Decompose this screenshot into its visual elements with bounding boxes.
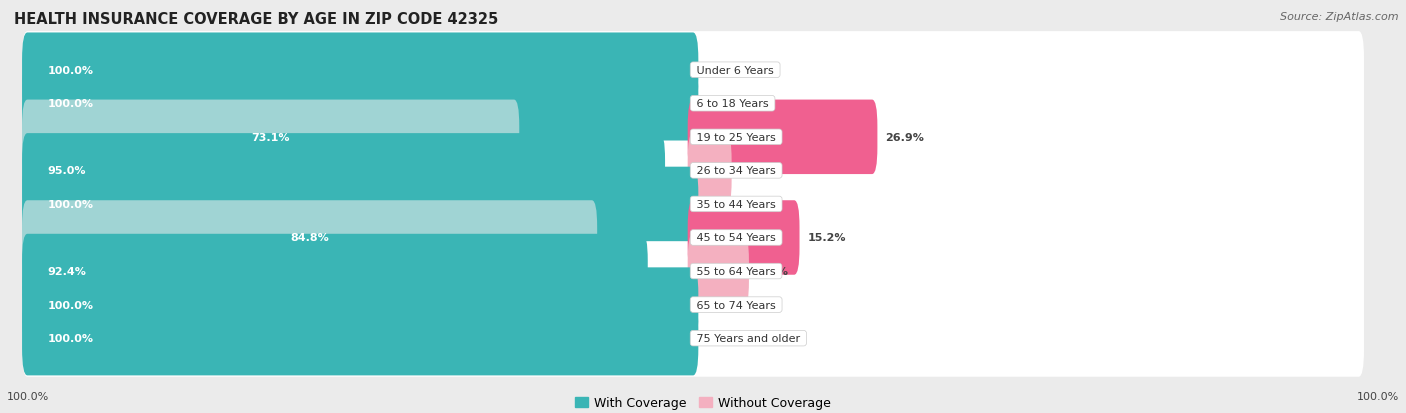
Legend: With Coverage, Without Coverage: With Coverage, Without Coverage — [571, 392, 835, 413]
FancyBboxPatch shape — [22, 167, 699, 242]
Text: 5.0%: 5.0% — [740, 166, 770, 176]
Text: 0.0%: 0.0% — [706, 333, 737, 343]
FancyBboxPatch shape — [22, 133, 1364, 209]
Text: 6 to 18 Years: 6 to 18 Years — [693, 99, 772, 109]
Text: 45 to 54 Years: 45 to 54 Years — [693, 233, 779, 243]
FancyBboxPatch shape — [688, 100, 877, 175]
Text: 100.0%: 100.0% — [48, 66, 93, 76]
FancyBboxPatch shape — [22, 32, 1364, 109]
Text: 7.6%: 7.6% — [756, 266, 787, 276]
Text: 0.0%: 0.0% — [706, 300, 737, 310]
FancyBboxPatch shape — [22, 66, 1364, 142]
FancyBboxPatch shape — [22, 100, 519, 175]
Text: HEALTH INSURANCE COVERAGE BY AGE IN ZIP CODE 42325: HEALTH INSURANCE COVERAGE BY AGE IN ZIP … — [14, 12, 498, 27]
Text: 0.0%: 0.0% — [706, 99, 737, 109]
FancyBboxPatch shape — [22, 301, 699, 375]
Text: 26.9%: 26.9% — [886, 133, 924, 142]
FancyBboxPatch shape — [22, 134, 665, 208]
Text: Under 6 Years: Under 6 Years — [693, 66, 778, 76]
Text: 0.0%: 0.0% — [706, 66, 737, 76]
Text: 100.0%: 100.0% — [7, 391, 49, 401]
FancyBboxPatch shape — [22, 234, 648, 309]
Text: 84.8%: 84.8% — [290, 233, 329, 243]
FancyBboxPatch shape — [22, 67, 699, 141]
FancyBboxPatch shape — [22, 199, 1364, 276]
Text: 65 to 74 Years: 65 to 74 Years — [693, 300, 779, 310]
FancyBboxPatch shape — [22, 99, 1364, 176]
FancyBboxPatch shape — [688, 234, 749, 309]
Text: Source: ZipAtlas.com: Source: ZipAtlas.com — [1281, 12, 1399, 22]
Text: 100.0%: 100.0% — [48, 199, 93, 209]
Text: 100.0%: 100.0% — [1357, 391, 1399, 401]
FancyBboxPatch shape — [22, 266, 1364, 343]
FancyBboxPatch shape — [22, 300, 1364, 377]
Text: 19 to 25 Years: 19 to 25 Years — [693, 133, 779, 142]
Text: 55 to 64 Years: 55 to 64 Years — [693, 266, 779, 276]
FancyBboxPatch shape — [688, 134, 731, 208]
FancyBboxPatch shape — [688, 201, 800, 275]
FancyBboxPatch shape — [22, 33, 699, 108]
Text: 73.1%: 73.1% — [252, 133, 290, 142]
FancyBboxPatch shape — [22, 233, 1364, 310]
FancyBboxPatch shape — [22, 166, 1364, 243]
FancyBboxPatch shape — [22, 268, 699, 342]
Text: 100.0%: 100.0% — [48, 300, 93, 310]
Text: 92.4%: 92.4% — [48, 266, 86, 276]
Text: 100.0%: 100.0% — [48, 99, 93, 109]
FancyBboxPatch shape — [22, 201, 598, 275]
Text: 100.0%: 100.0% — [48, 333, 93, 343]
Text: 95.0%: 95.0% — [48, 166, 86, 176]
Text: 75 Years and older: 75 Years and older — [693, 333, 804, 343]
Text: 26 to 34 Years: 26 to 34 Years — [693, 166, 779, 176]
Text: 15.2%: 15.2% — [807, 233, 846, 243]
Text: 0.0%: 0.0% — [706, 199, 737, 209]
Text: 35 to 44 Years: 35 to 44 Years — [693, 199, 779, 209]
